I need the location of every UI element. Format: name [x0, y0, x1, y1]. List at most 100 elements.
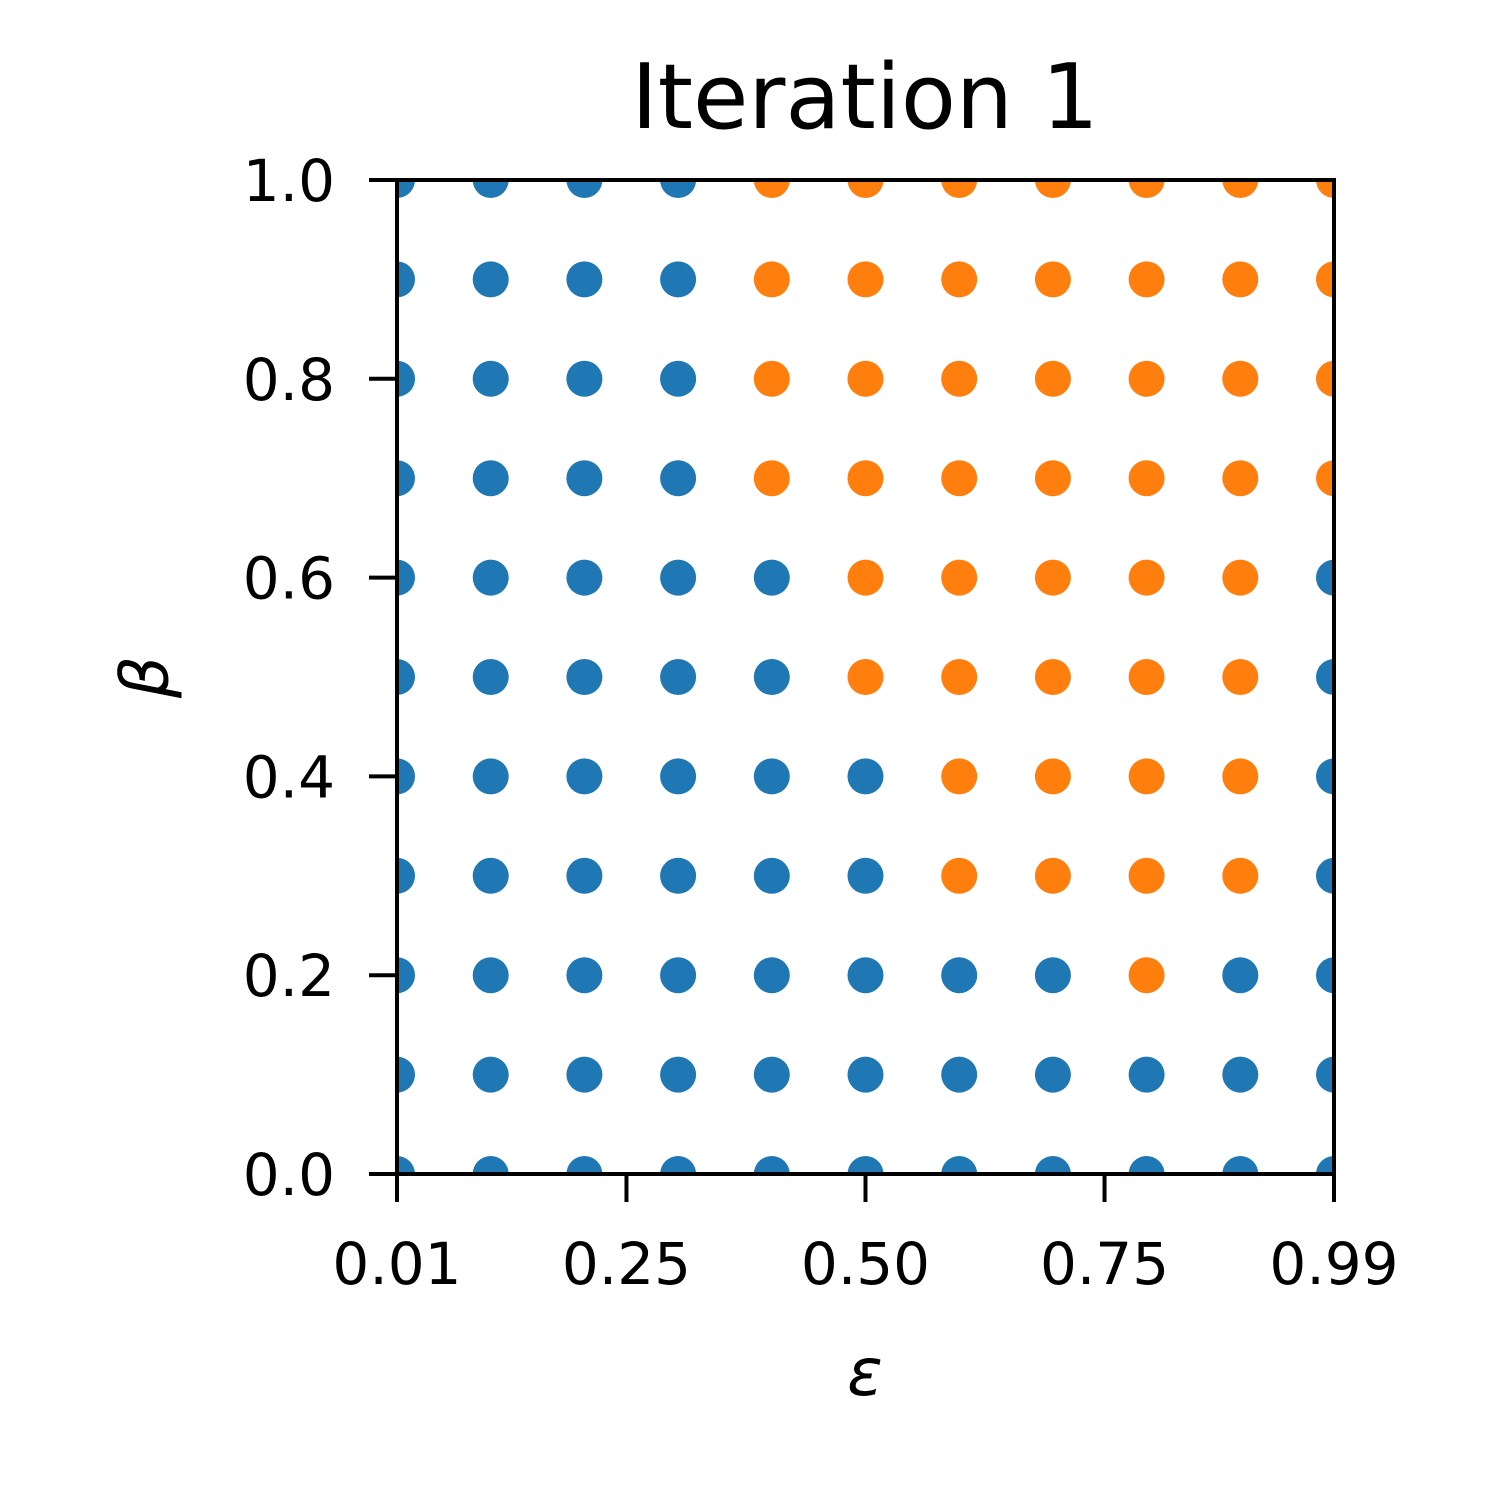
scatter-point — [941, 1056, 978, 1093]
x-axis: 0.01 0.25 0.50 0.75 0.99 — [332, 1174, 1399, 1298]
scatter-point — [1316, 659, 1334, 695]
scatter-point — [1034, 460, 1071, 497]
scatter-point — [753, 957, 790, 994]
scatter-point — [1034, 180, 1071, 198]
scatter-point — [1128, 857, 1165, 894]
scatter-point — [847, 659, 884, 695]
scatter-point — [397, 957, 415, 994]
scatter-point — [566, 460, 603, 497]
scatter-point — [397, 180, 415, 198]
scatter-point — [472, 1156, 509, 1174]
scatter-point — [472, 261, 509, 298]
scatter-point — [1034, 360, 1071, 397]
scatter-point — [847, 559, 884, 596]
scatter-point — [472, 957, 509, 994]
y-tick-label: 0.4 — [243, 743, 335, 811]
y-axis-label: β — [107, 656, 184, 699]
scatter-point — [753, 180, 790, 198]
scatter-point — [472, 1056, 509, 1093]
scatter-point — [566, 758, 603, 795]
scatter-point — [660, 1156, 697, 1174]
scatter-point — [1128, 758, 1165, 795]
scatter-point — [1222, 360, 1259, 397]
x-tick-label: 0.25 — [562, 1230, 691, 1298]
scatter-point — [397, 261, 415, 298]
scatter-point — [1034, 1056, 1071, 1093]
scatter-point — [1222, 857, 1259, 894]
scatter-point — [1034, 1156, 1071, 1174]
scatter-point — [1128, 460, 1165, 497]
scatter-point — [1316, 261, 1334, 298]
scatter-points — [397, 180, 1334, 1174]
scatter-point — [566, 559, 603, 596]
scatter-point — [1034, 659, 1071, 695]
scatter-point — [1034, 857, 1071, 894]
scatter-point — [941, 957, 978, 994]
scatter-point — [1222, 1056, 1259, 1093]
scatter-point — [1034, 559, 1071, 596]
scatter-point — [753, 1156, 790, 1174]
scatter-point — [1222, 1156, 1259, 1174]
scatter-point — [1034, 758, 1071, 795]
scatter-point — [472, 758, 509, 795]
scatter-point — [660, 460, 697, 497]
scatter-point — [397, 460, 415, 497]
scatter-point — [1128, 559, 1165, 596]
scatter-point — [753, 261, 790, 298]
scatter-point — [397, 1156, 415, 1174]
y-tick-label: 0.6 — [243, 545, 335, 613]
scatter-point — [1222, 261, 1259, 298]
scatter-point — [1222, 180, 1259, 198]
scatter-point — [753, 360, 790, 397]
scatter-point — [660, 659, 697, 695]
scatter-point — [1316, 1056, 1334, 1093]
scatter-point — [941, 460, 978, 497]
scatter-point — [397, 659, 415, 695]
scatter-point — [1222, 460, 1259, 497]
scatter-point — [397, 857, 415, 894]
scatter-point — [847, 857, 884, 894]
scatter-point — [1316, 857, 1334, 894]
x-tick-label: 0.99 — [1269, 1230, 1398, 1298]
scatter-point — [1128, 957, 1165, 994]
scatter-point — [660, 261, 697, 298]
scatter-point — [1128, 1056, 1165, 1093]
scatter-point — [847, 957, 884, 994]
chart-title: Iteration 1 — [631, 45, 1099, 150]
scatter-point — [660, 957, 697, 994]
scatter-point — [753, 857, 790, 894]
scatter-point — [1316, 180, 1334, 198]
scatter-point — [566, 659, 603, 695]
scatter-point — [941, 261, 978, 298]
scatter-point — [566, 360, 603, 397]
scatter-point — [847, 180, 884, 198]
scatter-point — [753, 659, 790, 695]
x-tick-label: 0.75 — [1040, 1230, 1169, 1298]
scatter-point — [941, 758, 978, 795]
scatter-point — [1316, 758, 1334, 795]
scatter-point — [1316, 460, 1334, 497]
scatter-point — [847, 758, 884, 795]
x-tick-label: 0.01 — [332, 1230, 461, 1298]
scatter-point — [1222, 758, 1259, 795]
scatter-point — [1128, 1156, 1165, 1174]
scatter-point — [566, 1156, 603, 1174]
scatter-point — [847, 360, 884, 397]
x-axis-label: ε — [847, 1334, 883, 1411]
scatter-point — [753, 1056, 790, 1093]
scatter-point — [1222, 559, 1259, 596]
scatter-point — [847, 1156, 884, 1174]
scatter-point — [941, 1156, 978, 1174]
scatter-point — [1128, 659, 1165, 695]
scatter-point — [941, 360, 978, 397]
scatter-point — [472, 460, 509, 497]
scatter-point — [1316, 1156, 1334, 1174]
y-tick-label: 0.8 — [243, 346, 335, 414]
scatter-point — [472, 360, 509, 397]
y-axis: 0.0 0.2 0.4 0.6 0.8 1.0 — [243, 147, 397, 1209]
scatter-point — [660, 1056, 697, 1093]
scatter-point — [472, 180, 509, 198]
scatter-point — [941, 857, 978, 894]
scatter-point — [566, 261, 603, 298]
